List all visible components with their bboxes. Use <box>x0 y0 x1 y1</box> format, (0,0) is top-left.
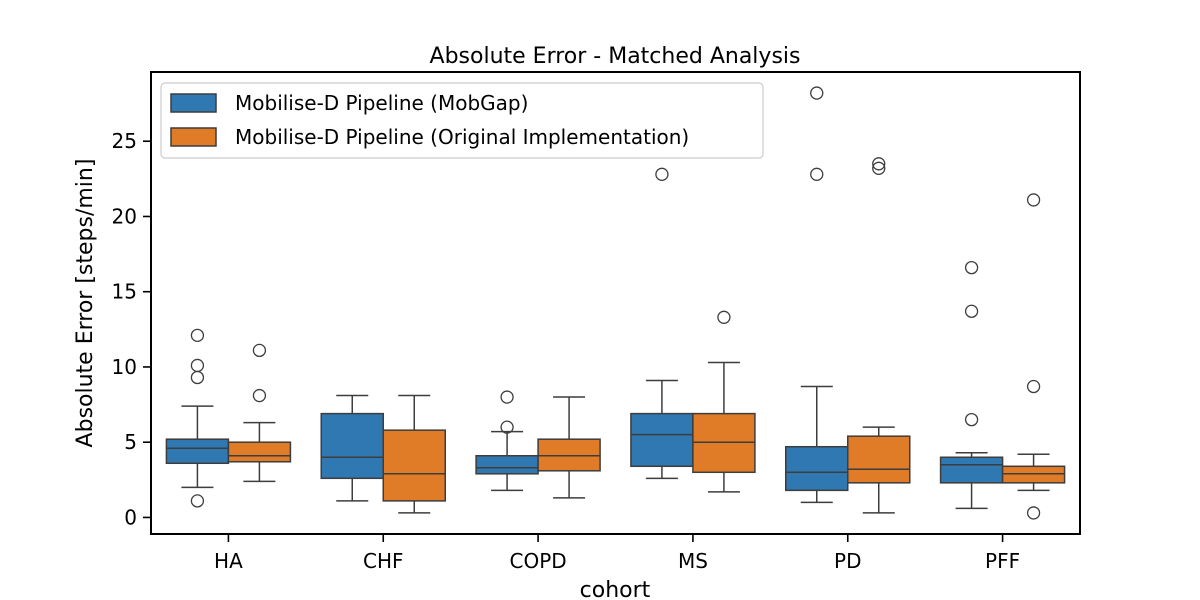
y-tick-label-15: 15 <box>112 280 137 304</box>
x-tick-label-copd: COPD <box>509 549 566 573</box>
y-tick-label-25: 25 <box>112 129 137 153</box>
box-s0-chf <box>320 412 384 480</box>
outlier-s0-ha-2 <box>190 370 205 385</box>
outlier-s0-ha-0 <box>190 328 205 343</box>
outlier-s1-ha-0 <box>252 343 267 358</box>
box-s1-ms <box>692 412 756 474</box>
box-s0-ms <box>630 412 694 468</box>
outlier-s0-ha-1 <box>190 358 205 373</box>
legend-swatch-original <box>170 127 217 147</box>
x-tick-label-ha: HA <box>214 549 243 573</box>
plot-frame <box>150 71 1081 535</box>
x-axis-label: cohort <box>580 578 651 600</box>
chart-title: Absolute Error - Matched Analysis <box>430 44 801 69</box>
plot-area <box>165 86 1066 520</box>
y-tick-label-20: 20 <box>112 204 137 228</box>
outlier-s1-pff-2 <box>1026 506 1041 520</box>
outlier-s1-ms-0 <box>717 310 731 324</box>
box-s1-pd <box>847 435 911 484</box>
outlier-s0-ms-0 <box>655 167 669 181</box>
outlier-s1-pd-0 <box>872 157 886 171</box>
outlier-s0-ha-3 <box>190 494 205 508</box>
y-tick-label-0: 0 <box>124 505 137 529</box>
outlier-s0-copd-0 <box>500 390 514 404</box>
outlier-s1-pff-1 <box>1026 379 1041 394</box>
legend-swatch-mobgap <box>170 93 217 113</box>
legend-label-mobgap: Mobilise-D Pipeline (MobGap) <box>235 91 528 115</box>
box-s1-ha <box>227 441 292 463</box>
outlier-s0-pff-1 <box>964 304 979 318</box>
outlier-s0-pff-2 <box>964 412 979 427</box>
outlier-s1-pff-0 <box>1026 193 1041 207</box>
box-s0-ha <box>165 438 230 465</box>
y-tick-label-5: 5 <box>124 430 137 454</box>
box-s1-pff <box>1001 465 1066 484</box>
axes: 0 5 10 15 20 25 HA CHF COPD MS PD PFF <box>112 129 1021 573</box>
outlier-s0-pd-1 <box>810 167 824 181</box>
outlier-s0-copd-1 <box>500 420 514 434</box>
y-axis-label: Absolute Error [steps/min] <box>73 159 98 448</box>
outlier-s0-pd-0 <box>810 86 824 100</box>
x-tick-label-pd: PD <box>834 549 861 573</box>
box-s0-copd <box>475 454 539 475</box>
outlier-s1-pd-1 <box>872 161 886 175</box>
legend: Mobilise-D Pipeline (MobGap) Mobilise-D … <box>160 82 764 159</box>
box-s1-chf <box>382 429 446 502</box>
x-tick-label-pff: PFF <box>985 549 1020 573</box>
box-s0-pff <box>939 456 1004 484</box>
outlier-s1-ha-1 <box>252 388 267 403</box>
x-tick-label-ms: MS <box>678 549 708 573</box>
box-s1-copd <box>537 438 601 472</box>
legend-frame <box>160 82 764 159</box>
x-tick-label-chf: CHF <box>363 549 404 573</box>
y-tick-label-10: 10 <box>112 355 137 379</box>
legend-label-original: Mobilise-D Pipeline (Original Implementa… <box>235 125 689 149</box>
box-s0-pd <box>785 445 849 492</box>
outlier-s0-pff-0 <box>964 260 979 275</box>
